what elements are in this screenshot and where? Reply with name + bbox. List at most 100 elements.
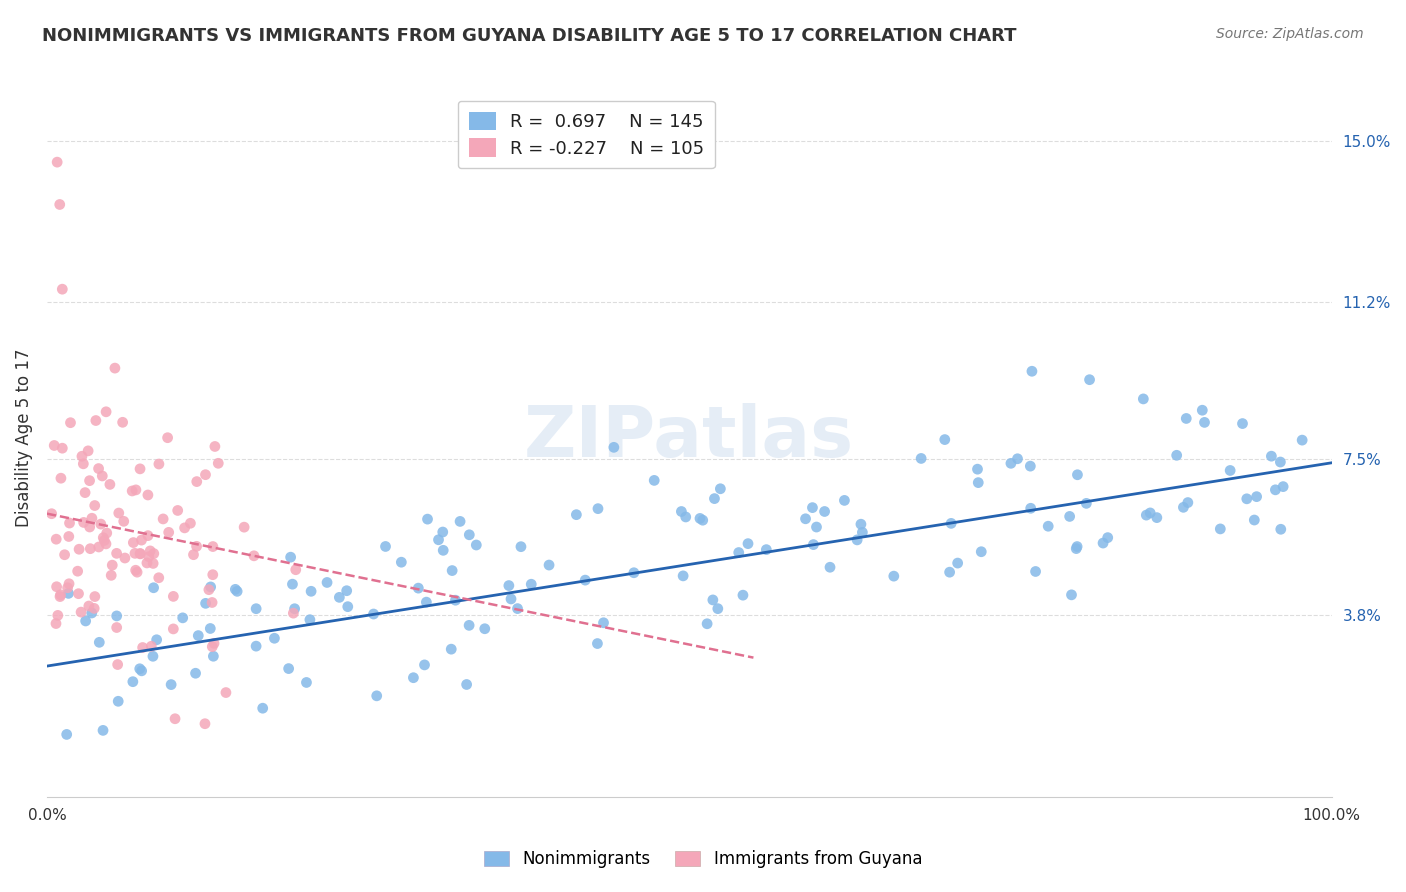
Immigrants from Guyana: [284, 563, 307, 577]
Nonimmigrants: [643, 474, 665, 488]
Nonimmigrants: [671, 504, 693, 518]
Nonimmigrants: [1177, 495, 1199, 509]
Nonimmigrants: [946, 556, 969, 570]
Immigrants from Guyana: [87, 461, 110, 475]
Nonimmigrants: [1078, 373, 1101, 387]
Nonimmigrants: [803, 538, 825, 552]
Nonimmigrants: [58, 586, 80, 600]
Immigrants from Guyana: [243, 549, 266, 563]
Nonimmigrants: [806, 520, 828, 534]
Immigrants from Guyana: [121, 483, 143, 498]
Immigrants from Guyana: [194, 716, 217, 731]
Immigrants from Guyana: [67, 587, 90, 601]
Nonimmigrants: [328, 591, 350, 605]
Text: NONIMMIGRANTS VS IMMIGRANTS FROM GUYANA DISABILITY AGE 5 TO 17 CORRELATION CHART: NONIMMIGRANTS VS IMMIGRANTS FROM GUYANA …: [42, 27, 1017, 45]
Text: Source: ZipAtlas.com: Source: ZipAtlas.com: [1216, 27, 1364, 41]
Nonimmigrants: [574, 573, 596, 587]
Nonimmigrants: [1059, 509, 1081, 524]
Y-axis label: Disability Age 5 to 17: Disability Age 5 to 17: [15, 348, 32, 526]
Immigrants from Guyana: [198, 582, 221, 597]
Nonimmigrants: [458, 528, 481, 542]
Immigrants from Guyana: [101, 558, 124, 573]
Immigrants from Guyana: [58, 529, 80, 543]
Immigrants from Guyana: [79, 541, 101, 556]
Nonimmigrants: [846, 533, 869, 547]
Nonimmigrants: [299, 584, 322, 599]
Nonimmigrants: [801, 500, 824, 515]
Immigrants from Guyana: [79, 474, 101, 488]
Nonimmigrants: [160, 677, 183, 691]
Nonimmigrants: [1007, 451, 1029, 466]
Immigrants from Guyana: [124, 563, 146, 577]
Nonimmigrants: [440, 642, 463, 657]
Nonimmigrants: [586, 501, 609, 516]
Nonimmigrants: [672, 569, 695, 583]
Nonimmigrants: [1019, 501, 1042, 516]
Nonimmigrants: [252, 701, 274, 715]
Nonimmigrants: [441, 564, 464, 578]
Immigrants from Guyana: [233, 520, 256, 534]
Nonimmigrants: [623, 566, 645, 580]
Nonimmigrants: [1246, 490, 1268, 504]
Immigrants from Guyana: [45, 580, 67, 594]
Nonimmigrants: [194, 596, 217, 610]
Nonimmigrants: [818, 560, 841, 574]
Immigrants from Guyana: [129, 462, 152, 476]
Nonimmigrants: [707, 601, 730, 615]
Nonimmigrants: [934, 433, 956, 447]
Immigrants from Guyana: [44, 438, 66, 452]
Nonimmigrants: [737, 536, 759, 550]
Nonimmigrants: [474, 622, 496, 636]
Immigrants from Guyana: [83, 590, 105, 604]
Nonimmigrants: [263, 632, 285, 646]
Nonimmigrants: [91, 723, 114, 738]
Nonimmigrants: [202, 649, 225, 664]
Immigrants from Guyana: [96, 526, 118, 541]
Immigrants from Guyana: [79, 520, 101, 534]
Nonimmigrants: [592, 615, 614, 630]
Immigrants from Guyana: [91, 531, 114, 545]
Nonimmigrants: [142, 581, 165, 595]
Nonimmigrants: [709, 482, 731, 496]
Nonimmigrants: [416, 512, 439, 526]
Immigrants from Guyana: [87, 540, 110, 554]
Nonimmigrants: [565, 508, 588, 522]
Immigrants from Guyana: [129, 546, 152, 560]
Nonimmigrants: [1066, 467, 1088, 482]
Nonimmigrants: [408, 581, 430, 595]
Nonimmigrants: [172, 611, 194, 625]
Nonimmigrants: [1264, 483, 1286, 497]
Nonimmigrants: [506, 601, 529, 615]
Nonimmigrants: [703, 491, 725, 506]
Immigrants from Guyana: [94, 537, 117, 551]
Nonimmigrants: [938, 565, 960, 579]
Immigrants from Guyana: [142, 547, 165, 561]
Immigrants from Guyana: [131, 640, 153, 655]
Nonimmigrants: [1219, 463, 1241, 477]
Nonimmigrants: [1097, 531, 1119, 545]
Nonimmigrants: [281, 577, 304, 591]
Nonimmigrants: [55, 727, 77, 741]
Nonimmigrants: [1272, 480, 1295, 494]
Immigrants from Guyana: [162, 622, 184, 636]
Nonimmigrants: [245, 601, 267, 615]
Nonimmigrants: [675, 510, 697, 524]
Nonimmigrants: [444, 593, 467, 607]
Nonimmigrants: [883, 569, 905, 583]
Legend: Nonimmigrants, Immigrants from Guyana: Nonimmigrants, Immigrants from Guyana: [477, 844, 929, 875]
Nonimmigrants: [834, 493, 856, 508]
Immigrants from Guyana: [201, 567, 224, 582]
Immigrants from Guyana: [148, 457, 170, 471]
Nonimmigrants: [813, 504, 835, 518]
Immigrants from Guyana: [112, 514, 135, 528]
Nonimmigrants: [702, 593, 724, 607]
Nonimmigrants: [224, 582, 246, 597]
Immigrants from Guyana: [166, 503, 188, 517]
Immigrants from Guyana: [148, 571, 170, 585]
Nonimmigrants: [586, 636, 609, 650]
Nonimmigrants: [366, 689, 388, 703]
Immigrants from Guyana: [157, 525, 180, 540]
Nonimmigrants: [1038, 519, 1060, 533]
Immigrants from Guyana: [91, 469, 114, 483]
Nonimmigrants: [226, 584, 249, 599]
